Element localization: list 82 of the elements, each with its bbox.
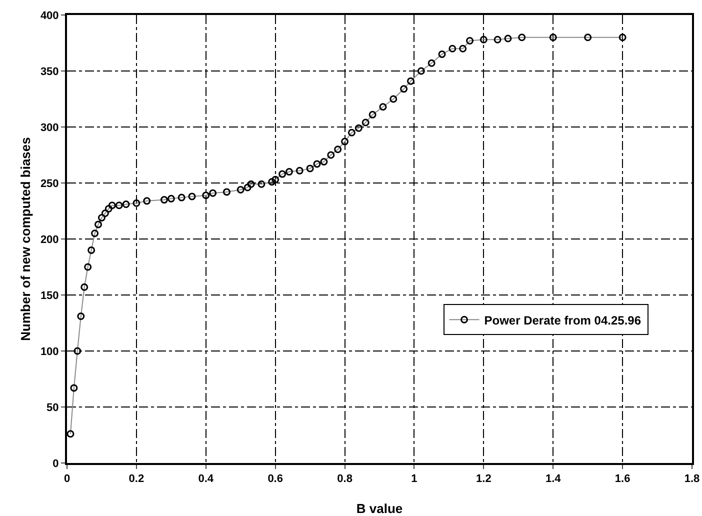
- point: [348, 128, 356, 136]
- y-axis-title: Number of new computed biases: [18, 137, 33, 341]
- point: [178, 194, 186, 202]
- y-tick-label: 300: [40, 122, 59, 134]
- x-tick-label: 0: [64, 473, 70, 486]
- point: [160, 196, 168, 204]
- y-tick-label: 350: [40, 66, 59, 78]
- point: [88, 246, 96, 254]
- point: [354, 124, 362, 132]
- point: [327, 151, 335, 159]
- point: [618, 34, 626, 42]
- point: [272, 176, 280, 184]
- point: [448, 44, 456, 52]
- point: [400, 85, 408, 93]
- point: [296, 166, 304, 174]
- y-tick-label: 250: [40, 178, 59, 190]
- y-tick-label: 0: [52, 458, 59, 470]
- x-tick-label: 0.8: [337, 473, 352, 486]
- x-tick-label: 1.6: [614, 473, 630, 486]
- point: [167, 194, 175, 202]
- point: [313, 160, 321, 168]
- point: [320, 158, 328, 166]
- point: [188, 192, 196, 200]
- point: [67, 430, 74, 438]
- point: [258, 180, 266, 188]
- point: [362, 118, 370, 126]
- point: [518, 34, 526, 42]
- x-tick-label: 1: [411, 473, 418, 486]
- point: [202, 192, 210, 200]
- point: [285, 168, 293, 176]
- y-tick-label: 150: [40, 290, 59, 302]
- point: [480, 36, 488, 44]
- point: [94, 220, 102, 228]
- point: [306, 164, 314, 172]
- x-tick-label: 1.4: [545, 473, 562, 486]
- point: [247, 180, 255, 188]
- point: [390, 95, 398, 103]
- point: [417, 67, 425, 75]
- y-tick-label: 50: [46, 402, 59, 414]
- point: [222, 188, 230, 196]
- x-axis-title: B value: [356, 501, 403, 516]
- point: [379, 103, 387, 111]
- point: [504, 34, 512, 42]
- point: [341, 138, 349, 146]
- y-tick-label: 200: [40, 234, 59, 246]
- y-tick-label: 100: [40, 346, 59, 358]
- x-tick-label: 0.2: [128, 473, 144, 486]
- point: [236, 186, 244, 194]
- point: [244, 184, 252, 192]
- point: [98, 214, 106, 222]
- point: [584, 34, 592, 42]
- point: [494, 36, 502, 44]
- x-tick-label: 1.2: [476, 473, 492, 486]
- point: [74, 347, 82, 355]
- point: [438, 50, 446, 58]
- point: [268, 178, 276, 186]
- point: [466, 37, 474, 45]
- y-tick-label: 400: [40, 10, 59, 22]
- point: [278, 170, 286, 178]
- point: [104, 205, 112, 213]
- x-tick-label: 0.6: [268, 473, 283, 486]
- point: [132, 199, 140, 207]
- point: [115, 202, 123, 210]
- point: [209, 189, 217, 197]
- point: [101, 209, 109, 217]
- point: [549, 34, 557, 42]
- point: [122, 200, 130, 208]
- point: [108, 202, 116, 210]
- legend-label: Power Derate from 04.25.96: [484, 313, 642, 328]
- x-tick-label: 1.8: [684, 473, 700, 486]
- point: [70, 384, 78, 392]
- point: [91, 230, 99, 238]
- point: [334, 146, 342, 154]
- point: [143, 197, 151, 205]
- point: [80, 283, 88, 291]
- point: [84, 263, 92, 271]
- point: [428, 59, 436, 67]
- point: [459, 44, 467, 52]
- point: [77, 312, 85, 320]
- point: [407, 77, 414, 85]
- x-tick-label: 0.4: [198, 473, 214, 486]
- point: [368, 110, 376, 118]
